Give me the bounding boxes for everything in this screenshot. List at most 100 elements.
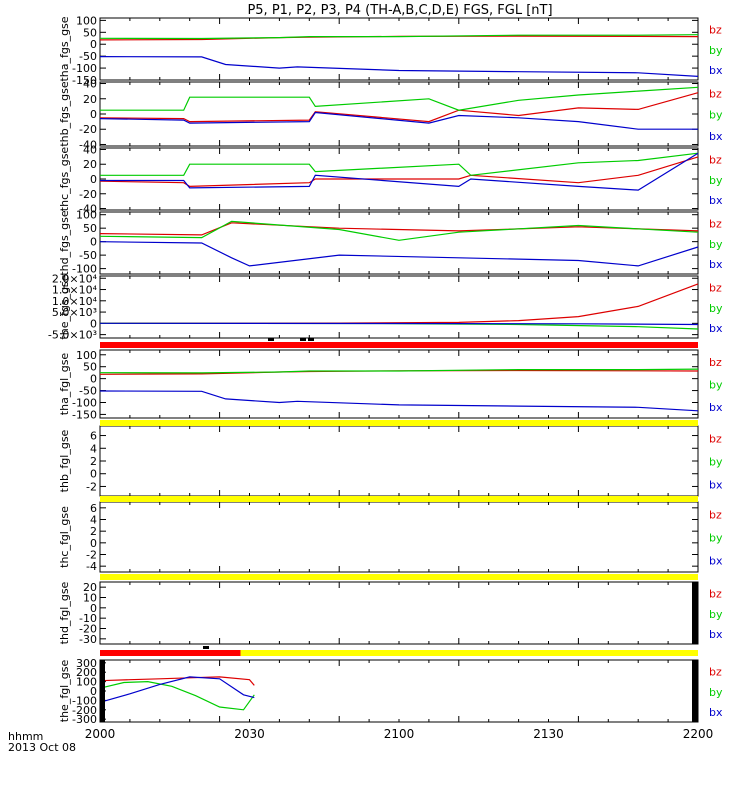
legend-bz: bz (709, 665, 722, 678)
time-axis-unit-label: hhmm (8, 730, 43, 743)
legend-by: by (709, 44, 723, 57)
time-tick-label: 2130 (533, 727, 564, 741)
y-tick-label: 50 (83, 361, 97, 374)
y-axis-label: tha_fgs_gse (58, 16, 71, 81)
status-bar-segment (240, 650, 698, 656)
y-tick-label: 4 (90, 514, 97, 527)
figure-title: P5, P1, P2, P3, P4 (TH-A,B,C,D,E) FGS, F… (247, 3, 552, 18)
series-by-line (99, 34, 699, 40)
time-axis: hhmm 2013 Oct 08 2000 2030 2100 2130 2200 (8, 727, 713, 754)
y-axis-label: thb_fgl_gse (58, 429, 71, 492)
status-bar-segment (100, 496, 698, 502)
status-bar-segment (100, 420, 698, 426)
series-bx-line (99, 111, 698, 130)
legend-bz: bz (709, 356, 722, 369)
y-tick-label: -40 (79, 203, 97, 216)
panel-frame (99, 425, 699, 497)
legend-by: by (709, 302, 723, 315)
y-axis-label: thb_fgs_gse (58, 81, 71, 147)
y-tick-label: 0 (90, 602, 97, 615)
legend-by: by (709, 174, 723, 187)
y-tick-label: 0 (90, 317, 97, 330)
legend-bx: bx (709, 706, 723, 719)
y-tick-label: 200 (76, 666, 97, 679)
time-tick-label: 2030 (234, 727, 265, 741)
legend-bx: bx (709, 555, 723, 568)
legend-bz: bz (709, 23, 722, 36)
y-tick-label: 0 (90, 236, 97, 249)
legend-bx: bx (709, 479, 723, 492)
y-tick-label: 6 (90, 430, 97, 443)
y-tick-label: 0 (90, 468, 97, 481)
y-tick-label: -150 (72, 408, 97, 421)
y-tick-label: 0 (90, 173, 97, 186)
panel-frame (99, 581, 699, 645)
series-by-line (100, 86, 699, 111)
legend-bz: bz (709, 587, 722, 600)
legend-bx: bx (709, 322, 723, 335)
y-tick-label: -20 (79, 123, 97, 136)
time-tick-label: 2100 (384, 727, 415, 741)
y-tick-label: 100 (76, 676, 97, 689)
series-bx-line (99, 322, 699, 326)
panel-frame (99, 501, 699, 573)
series-bz-line (99, 92, 699, 123)
status-bar-segment (100, 342, 698, 348)
status-bar-1 (100, 420, 698, 426)
panel-frame (99, 81, 699, 147)
y-tick-label: -2 (86, 480, 97, 493)
status-bar-mark (300, 338, 306, 341)
y-tick-label: 0 (90, 373, 97, 386)
y-tick-label: -2 (86, 549, 97, 562)
legend-by: by (709, 608, 723, 621)
edge-marker-right (692, 582, 698, 644)
y-tick-label: -5.0×10³ (48, 329, 97, 342)
y-tick-label: 40 (83, 143, 97, 156)
y-tick-label: -150 (72, 74, 97, 87)
legend-bx: bx (709, 194, 723, 207)
y-tick-label: -100 (72, 396, 97, 409)
panel-frame (99, 659, 699, 723)
y-tick-label: -10 (79, 612, 97, 625)
series-bx-line (99, 390, 699, 412)
series-by-line (100, 152, 699, 176)
y-tick-label: 50 (83, 26, 97, 39)
y-tick-label: 50 (83, 222, 97, 235)
y-tick-label: 4 (90, 442, 97, 455)
panel-frame (99, 349, 699, 419)
series-bx-line (99, 241, 699, 267)
legend-by: by (709, 238, 723, 251)
series-bz-line (99, 222, 699, 236)
series-bx-line (99, 676, 255, 703)
status-bar-mark (308, 338, 314, 341)
y-tick-label: -50 (79, 385, 97, 398)
y-tick-label: 20 (83, 93, 97, 106)
time-tick-label: 2000 (85, 727, 116, 741)
series-bz-line (99, 676, 255, 686)
series-by-line (99, 220, 699, 241)
time-tick-label: 2200 (683, 727, 714, 741)
y-tick-label: -200 (72, 704, 97, 717)
y-tick-label: 20 (83, 158, 97, 171)
y-axis-label: the_fgs_gse (58, 274, 71, 339)
legend-bx: bx (709, 401, 723, 414)
y-tick-label: -100 (72, 62, 97, 75)
legend-bx: bx (709, 628, 723, 641)
legend-bz: bz (709, 217, 722, 230)
series-by-line (99, 680, 255, 711)
y-tick-label: -20 (79, 188, 97, 201)
series-by-line (99, 368, 699, 374)
y-axis-label: the_fgl_gse (58, 660, 71, 723)
legend-by: by (709, 456, 723, 469)
y-tick-label: 0 (90, 537, 97, 550)
edge-marker-right (692, 660, 698, 722)
y-tick-label: -4 (86, 560, 97, 573)
y-tick-label: 1.0×10⁴ (52, 295, 98, 308)
y-tick-label: 20 (83, 581, 97, 594)
